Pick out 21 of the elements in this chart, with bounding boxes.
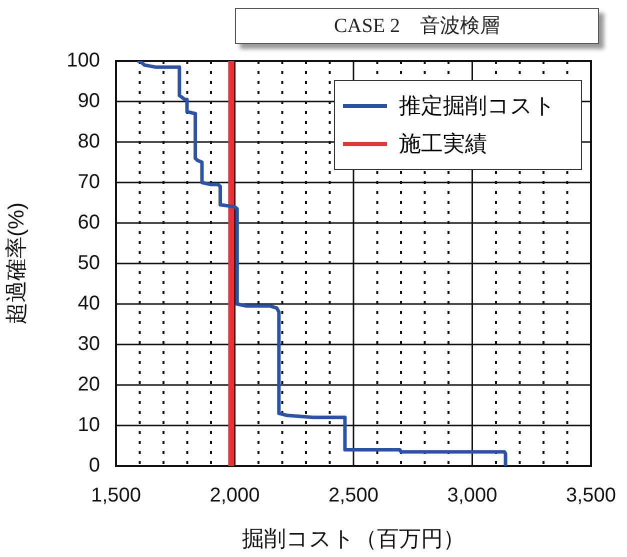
y-tick-label: 20 [78, 374, 100, 396]
x-tick-label: 2,500 [328, 484, 379, 507]
x-tick-label: 1,500 [90, 484, 142, 507]
y-tick-label: 60 [78, 212, 100, 234]
y-tick-label: 30 [78, 333, 100, 356]
legend-label: 施工実績 [399, 130, 487, 158]
y-tick-label: 10 [78, 414, 100, 436]
y-tick-label: 0 [88, 454, 100, 477]
y-tick-label: 40 [78, 292, 100, 315]
legend-label: 推定掘削コスト [399, 92, 556, 120]
y-tick-label: 80 [78, 130, 100, 153]
chart-title: CASE 2 音波検層 [235, 8, 599, 44]
y-tick-label: 90 [78, 90, 100, 112]
x-tick-label: 2,000 [210, 484, 260, 507]
y-tick-label: 50 [78, 252, 100, 274]
x-tick-label: 3,500 [566, 484, 616, 507]
x-axis-title: 掘削コスト（百万円） [242, 526, 465, 551]
y-tick-label: 100 [66, 50, 100, 72]
x-tick-label: 3,000 [447, 484, 498, 507]
y-axis-title: 超過確率(%) [3, 202, 28, 325]
y-tick-label: 70 [78, 171, 100, 194]
